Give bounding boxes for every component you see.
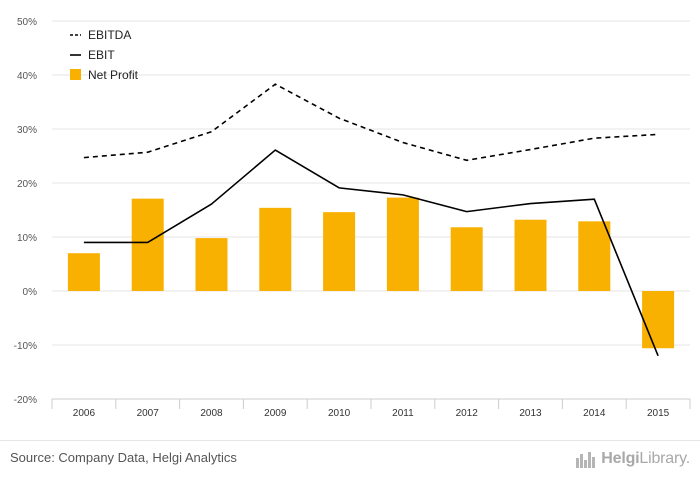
chart-area: 50% 40% 30% 20% 10% 0% -10% -20% 2006 2007 2008 200… bbox=[14, 17, 691, 419]
net-profit-bar bbox=[323, 212, 356, 291]
net-profit-bar bbox=[259, 207, 292, 291]
legend-label: EBIT bbox=[88, 48, 115, 62]
net-profit-bar bbox=[67, 253, 100, 291]
source-note: Source: Company Data, Helgi Analytics bbox=[10, 450, 237, 465]
y-tick-label: 10% bbox=[17, 233, 37, 244]
logo-text-bold: Helgi bbox=[601, 450, 640, 467]
logo-text: HelgiLibrary. bbox=[601, 450, 690, 468]
y-tick-label: 40% bbox=[17, 71, 37, 82]
legend-label: Net Profit bbox=[88, 68, 139, 82]
net-profit-bar bbox=[450, 227, 483, 291]
legend-label: EBITDA bbox=[88, 28, 131, 42]
x-tick-label: 2008 bbox=[200, 408, 223, 419]
x-tick-label: 2009 bbox=[264, 408, 287, 419]
legend-swatch-net-profit bbox=[70, 69, 81, 80]
y-tick-label: 30% bbox=[17, 125, 37, 136]
combo-chart: 50% 40% 30% 20% 10% 0% -10% -20% 2006 2007 2008 200… bbox=[14, 17, 691, 419]
net-profit-bar bbox=[195, 238, 228, 291]
net-profit-bar bbox=[131, 198, 164, 291]
city-skyline-icon bbox=[576, 452, 596, 468]
y-tick-label: 50% bbox=[17, 17, 37, 28]
x-tick-label: 2015 bbox=[647, 408, 670, 419]
y-tick-label: -10% bbox=[14, 341, 37, 352]
x-tick-label: 2013 bbox=[519, 408, 542, 419]
net-profit-bar bbox=[386, 197, 419, 291]
ebit-line bbox=[83, 149, 659, 357]
logo-text-rest: Library. bbox=[639, 450, 690, 467]
y-tick-label: 0% bbox=[23, 287, 38, 298]
x-tick-label: 2012 bbox=[456, 408, 479, 419]
x-tick-label: 2014 bbox=[583, 408, 606, 419]
x-tick-label: 2011 bbox=[392, 408, 414, 419]
ebitda-line bbox=[83, 83, 659, 162]
net-profit-bar bbox=[642, 291, 675, 349]
footer-divider bbox=[0, 440, 700, 441]
y-tick-label: 20% bbox=[17, 179, 37, 190]
y-tick-label: -20% bbox=[14, 395, 37, 406]
x-tick-label: 2006 bbox=[73, 408, 96, 419]
x-tick-label: 2010 bbox=[328, 408, 351, 419]
helgi-library-logo[interactable]: HelgiLibrary. bbox=[575, 448, 690, 470]
x-tick-label: 2007 bbox=[137, 408, 160, 419]
net-profit-bar bbox=[514, 219, 547, 291]
net-profit-bar bbox=[578, 221, 611, 291]
